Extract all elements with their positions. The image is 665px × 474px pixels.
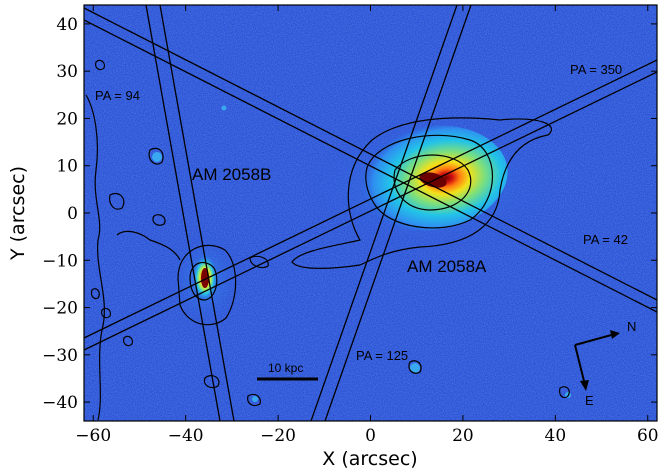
label-pa-94: PA = 94 xyxy=(95,88,140,103)
x-tick-label: 40 xyxy=(545,426,567,446)
slit-positions xyxy=(84,5,657,421)
y-axis-title: Y (arcsec) xyxy=(7,166,29,261)
y-tick-label: −30 xyxy=(42,346,78,366)
scale-bar-label: 10 kpc xyxy=(268,361,303,375)
y-tick-label: 10 xyxy=(56,157,78,177)
x-tick-label: −40 xyxy=(168,426,204,446)
label-pa-125: PA = 125 xyxy=(356,348,408,363)
x-tick-label: −20 xyxy=(260,426,296,446)
x-tick-label: 60 xyxy=(637,426,659,446)
x-axis-title: X (arcsec) xyxy=(322,448,417,470)
y-tick-labels: −40 −30 −20 −10 0 10 20 30 40 xyxy=(42,15,78,413)
compass-east: E xyxy=(585,393,594,408)
x-tick-label: 20 xyxy=(452,426,474,446)
x-tick-label: 0 xyxy=(365,426,376,446)
x-tick-labels: −60 −40 −20 0 20 40 60 xyxy=(75,426,658,446)
y-tick-label: 0 xyxy=(67,204,78,224)
label-pa-42: PA = 42 xyxy=(583,232,628,247)
y-tick-label: −40 xyxy=(42,393,78,413)
label-galaxy-b: AM 2058B xyxy=(192,165,271,184)
axis-ticks xyxy=(84,5,657,421)
y-tick-label: −20 xyxy=(42,299,78,319)
y-tick-label: 20 xyxy=(56,109,78,129)
compass xyxy=(574,330,620,391)
compass-north: N xyxy=(627,319,636,334)
image-panel xyxy=(84,5,657,421)
y-tick-label: 40 xyxy=(56,15,78,35)
x-tick-label: −60 xyxy=(75,426,111,446)
label-galaxy-a: AM 2058A xyxy=(407,257,487,276)
y-tick-label: −10 xyxy=(42,251,78,271)
contours xyxy=(85,59,570,421)
y-tick-label: 30 xyxy=(56,62,78,82)
label-pa-350: PA = 350 xyxy=(570,62,622,77)
